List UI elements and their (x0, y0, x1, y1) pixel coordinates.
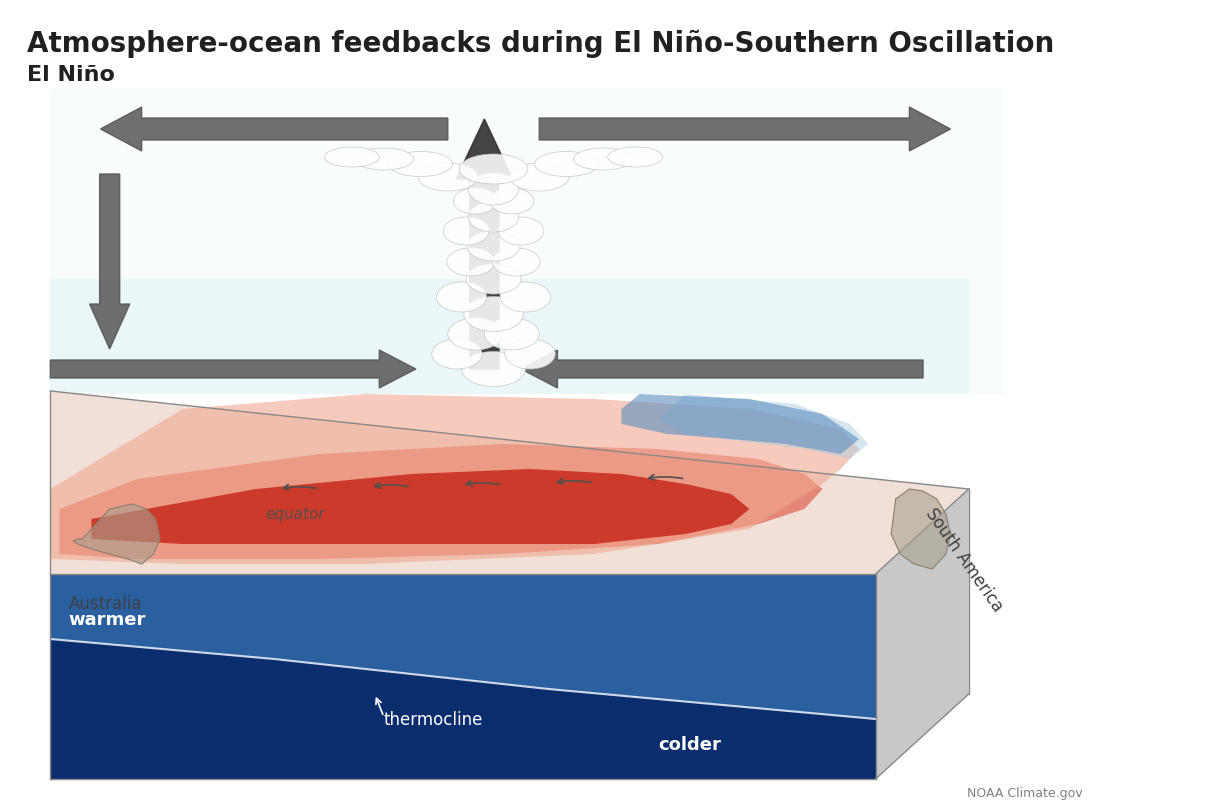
Text: warmer: warmer (68, 610, 146, 629)
Text: Atmosphere-ocean feedbacks during El Niño-Southern Oscillation: Atmosphere-ocean feedbacks during El Niñ… (27, 30, 1054, 58)
Text: equator: equator (265, 507, 325, 521)
Ellipse shape (437, 283, 487, 312)
FancyArrow shape (89, 175, 129, 350)
FancyArrow shape (539, 108, 950, 152)
Polygon shape (891, 489, 950, 569)
Text: NOAA Climate.gov: NOAA Climate.gov (967, 786, 1083, 799)
Ellipse shape (534, 152, 599, 178)
Text: colder: colder (658, 735, 721, 753)
Polygon shape (60, 444, 822, 560)
Polygon shape (50, 394, 859, 564)
Text: El Niño: El Niño (27, 65, 116, 85)
FancyArrow shape (521, 350, 924, 388)
Ellipse shape (454, 189, 498, 215)
Ellipse shape (447, 249, 494, 277)
Polygon shape (50, 574, 876, 779)
Ellipse shape (459, 155, 528, 185)
FancyArrow shape (456, 120, 512, 370)
Text: Australia: Australia (68, 594, 142, 612)
Ellipse shape (418, 164, 477, 191)
Ellipse shape (467, 232, 520, 262)
Ellipse shape (461, 352, 526, 387)
Ellipse shape (468, 203, 518, 233)
Ellipse shape (510, 164, 569, 191)
Polygon shape (50, 392, 969, 574)
Text: thermocline: thermocline (384, 710, 483, 728)
Ellipse shape (466, 264, 521, 294)
Polygon shape (658, 394, 869, 460)
Ellipse shape (464, 297, 523, 332)
FancyArrow shape (100, 108, 448, 152)
Ellipse shape (443, 217, 489, 246)
Polygon shape (876, 489, 969, 779)
Polygon shape (50, 574, 876, 719)
Ellipse shape (500, 283, 550, 312)
Ellipse shape (354, 148, 414, 171)
Ellipse shape (505, 340, 555, 370)
Ellipse shape (490, 189, 533, 215)
Ellipse shape (498, 217, 544, 246)
Polygon shape (73, 504, 160, 564)
Ellipse shape (573, 148, 633, 171)
Polygon shape (50, 639, 876, 779)
Ellipse shape (468, 174, 518, 206)
Polygon shape (621, 394, 859, 454)
FancyArrow shape (50, 350, 416, 388)
Ellipse shape (493, 249, 540, 277)
Text: South America: South America (922, 504, 1006, 615)
Polygon shape (50, 90, 1005, 394)
Polygon shape (50, 280, 969, 394)
Polygon shape (92, 470, 749, 544)
Ellipse shape (484, 319, 539, 350)
Ellipse shape (388, 152, 453, 178)
Ellipse shape (325, 148, 379, 168)
Ellipse shape (608, 148, 662, 168)
Ellipse shape (432, 340, 482, 370)
Ellipse shape (448, 319, 503, 350)
